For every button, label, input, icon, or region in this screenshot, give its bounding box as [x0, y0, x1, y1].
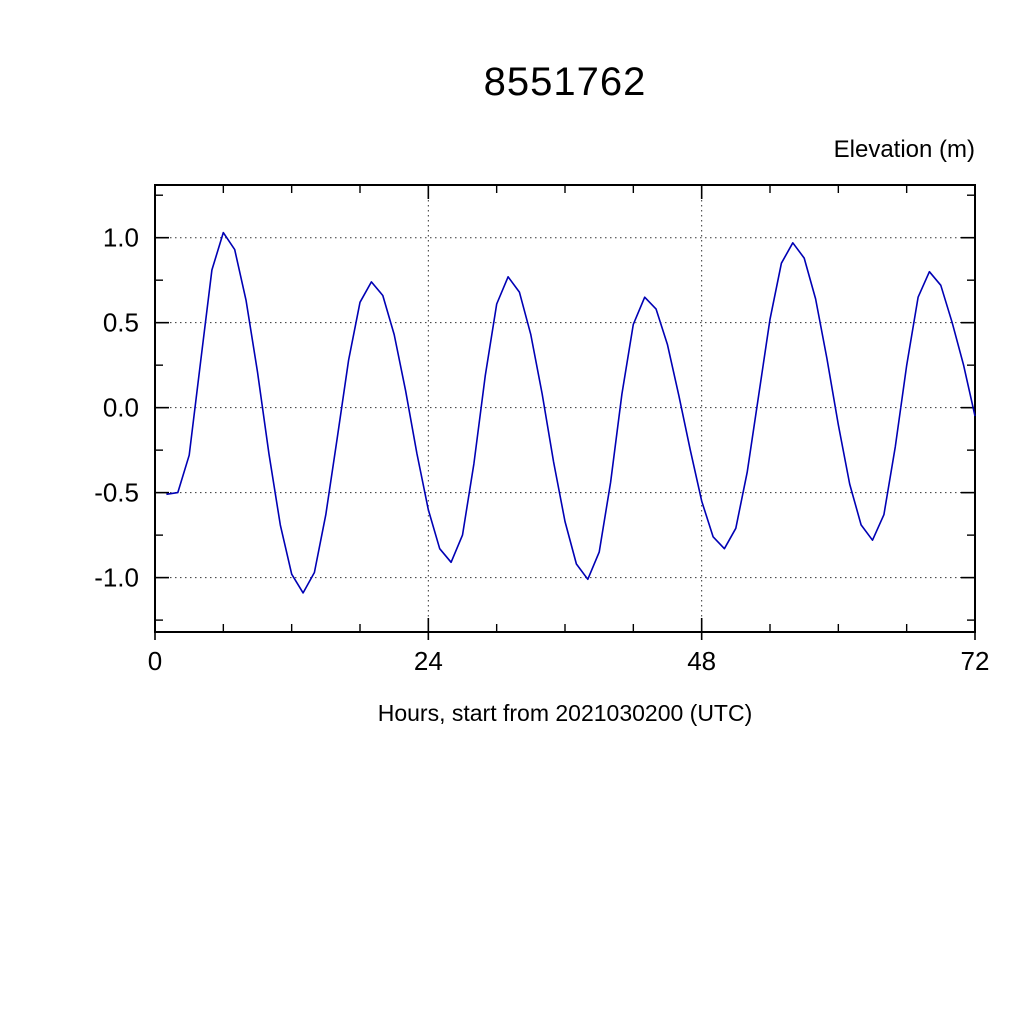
x-tick-label: 72	[961, 646, 990, 676]
y-axis-unit-label: Elevation (m)	[833, 136, 975, 163]
x-tick-label: 24	[414, 646, 443, 676]
series-line-elevation	[166, 231, 976, 594]
y-tick-label: 1.0	[103, 223, 139, 253]
x-tick-label: 0	[148, 646, 162, 676]
x-axis-label: Hours, start from 2021030200 (UTC)	[377, 700, 753, 726]
y-tick-label: 0.0	[103, 393, 139, 423]
y-tick-label: 0.5	[103, 308, 139, 338]
plot-frame	[154, 184, 976, 633]
y-tick-label: -0.5	[94, 478, 139, 508]
y-tick-label: -1.0	[94, 563, 139, 593]
chart-title: 8551762	[483, 60, 647, 104]
x-tick-label: 48	[687, 646, 716, 676]
